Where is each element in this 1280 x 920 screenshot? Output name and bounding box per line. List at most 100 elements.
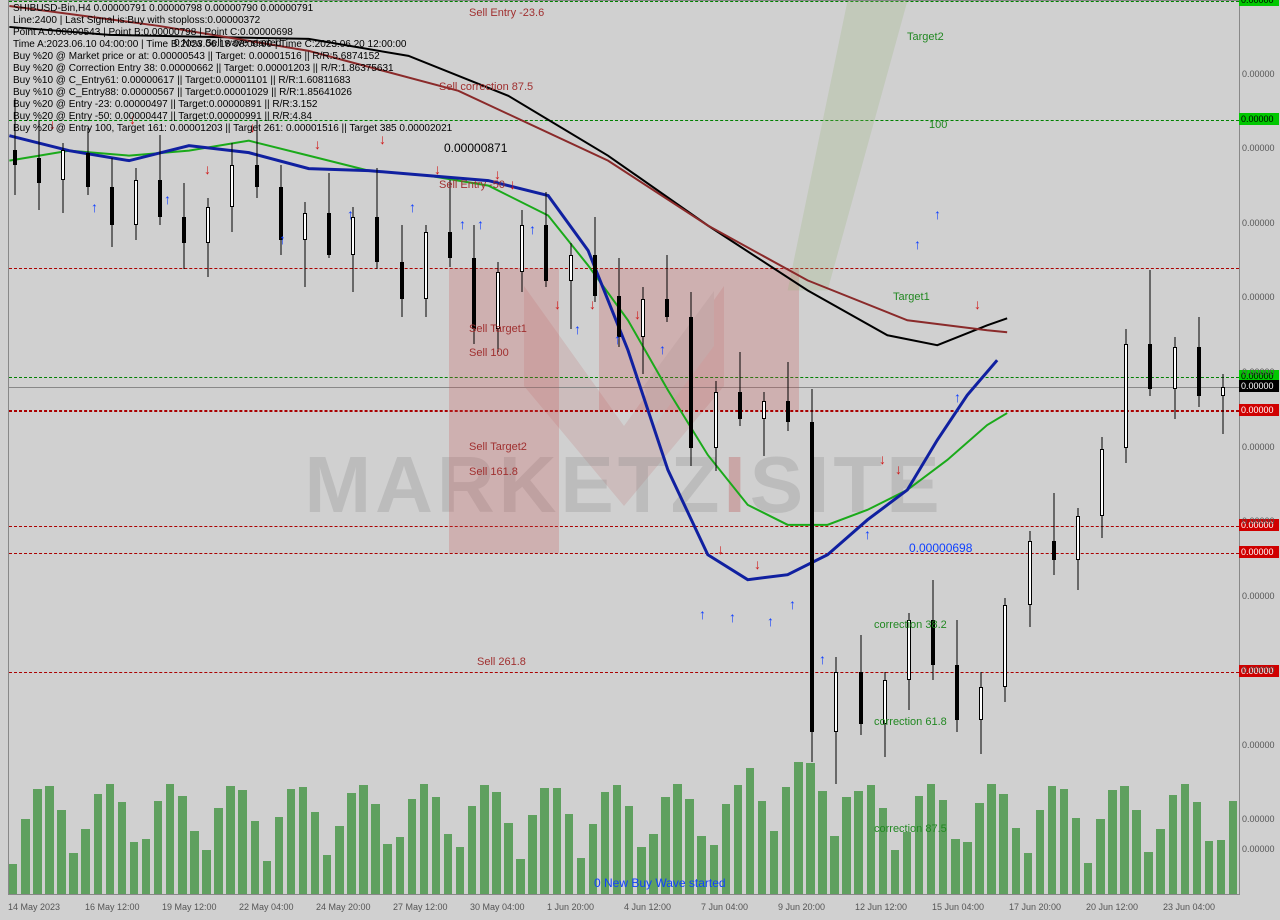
volume-bar — [553, 788, 561, 895]
arrow-up-icon: ↑ — [934, 206, 941, 222]
volume-bar — [311, 812, 319, 894]
volume-bar — [951, 839, 959, 894]
volume-bar — [830, 836, 838, 894]
volume-bar — [238, 790, 246, 894]
volume-bar — [1205, 841, 1213, 894]
chart-label: Sell 100 — [469, 347, 509, 359]
volume-bar — [69, 853, 77, 894]
volume-bar — [734, 785, 742, 894]
arrow-down-icon: ↓ — [895, 461, 902, 477]
volume-bar — [1156, 829, 1164, 894]
time-tick: 12 Jun 12:00 — [855, 902, 907, 912]
info-line: Buy %20 @ Correction Entry 38: 0.0000066… — [13, 63, 394, 74]
hline — [9, 526, 1239, 527]
volume-bar — [758, 801, 766, 894]
time-tick: 20 Jun 12:00 — [1086, 902, 1138, 912]
info-line: Line:2400 | Last Signal is:Buy with stop… — [13, 15, 260, 26]
price-tick: 0.00000 — [1242, 442, 1275, 452]
time-tick: 17 Jun 20:00 — [1009, 902, 1061, 912]
volume-bar — [1229, 801, 1237, 894]
volume-bar — [999, 794, 1007, 894]
chart-label: Sell 261.8 — [477, 656, 526, 668]
volume-bar — [891, 850, 899, 895]
price-tick: 0.00000 — [1242, 665, 1275, 675]
volume-bar — [154, 801, 162, 894]
price-tick: 0.00000 — [1242, 292, 1275, 302]
wave-label-sell: 0 New Sell wave started — [174, 38, 281, 49]
arrow-up-icon: ↑ — [729, 609, 736, 625]
price-tick: 0.00000 — [1242, 218, 1275, 228]
chart-label: Sell Target1 — [469, 323, 527, 335]
time-tick: 9 Jun 20:00 — [778, 902, 825, 912]
time-tick: 1 Jun 20:00 — [547, 902, 594, 912]
chart-label: correction 38.2 — [874, 619, 947, 631]
price-tick: 0.00000 — [1242, 591, 1275, 601]
hline — [9, 1, 1239, 2]
volume-bar — [879, 808, 887, 894]
volume-bar — [251, 821, 259, 894]
price-tick: 0.00000 — [1242, 844, 1275, 854]
arrow-down-icon: ↓ — [204, 161, 211, 177]
volume-bar — [263, 861, 271, 894]
volume-panel — [9, 764, 1239, 894]
chart-label: Sell Entry -23.6 — [469, 7, 544, 19]
volume-bar — [975, 803, 983, 894]
volume-bar — [142, 839, 150, 894]
time-tick: 22 May 04:00 — [239, 902, 294, 912]
arrow-down-icon: ↓ — [974, 296, 981, 312]
volume-bar — [21, 819, 29, 894]
chart-area[interactable]: MARKETZISITE 0.000000.000000.000000.0000… — [8, 0, 1240, 895]
info-line: Buy %20 @ Market price or at: 0.00000543… — [13, 51, 380, 62]
volume-bar — [1120, 786, 1128, 894]
arrow-down-icon: ↓ — [879, 451, 886, 467]
volume-bar — [794, 762, 802, 894]
arrow-up-icon: ↑ — [819, 651, 826, 667]
time-tick: 19 May 12:00 — [162, 902, 217, 912]
volume-bar — [987, 784, 995, 894]
buy-projection-zone — [9, 1, 1239, 894]
time-axis: 14 May 202316 May 12:0019 May 12:0022 Ma… — [8, 895, 1240, 920]
time-tick: 15 Jun 04:00 — [932, 902, 984, 912]
volume-bar — [577, 858, 585, 894]
volume-bar — [867, 785, 875, 894]
chart-label: correction 87.5 — [874, 823, 947, 835]
info-line: Buy %10 @ C_Entry88: 0.00000567 || Targe… — [13, 87, 352, 98]
volume-bar — [939, 800, 947, 894]
price-tick: 0.00000 — [1242, 69, 1275, 79]
volume-bar — [45, 786, 53, 894]
arrow-up-icon: ↑ — [529, 221, 536, 237]
time-tick: 16 May 12:00 — [85, 902, 140, 912]
arrow-up-icon: ↑ — [409, 199, 416, 215]
arrow-up-icon: ↑ — [459, 216, 466, 232]
wave-label-buy: 0 New Buy Wave started — [594, 876, 726, 890]
volume-bar — [1072, 818, 1080, 894]
volume-bar — [842, 797, 850, 894]
price-tick: 0.00000 — [1242, 367, 1275, 377]
watermark-text: MARKETZISITE — [304, 438, 943, 530]
arrow-up-icon: ↑ — [574, 321, 581, 337]
chart-label: 0.00000698 — [909, 541, 972, 555]
volume-bar — [806, 763, 814, 894]
buy-zone — [788, 1, 908, 290]
volume-bar — [1060, 789, 1068, 894]
time-tick: 7 Jun 04:00 — [701, 902, 748, 912]
ma-black-line — [9, 1, 1239, 894]
arrow-up-icon: ↑ — [699, 606, 706, 622]
volume-bar — [504, 823, 512, 894]
arrow-up-icon: ↑ — [279, 231, 286, 247]
volume-bar — [1048, 786, 1056, 894]
sell-zone — [599, 268, 799, 410]
volume-bar — [468, 806, 476, 894]
arrow-up-icon: ↑ — [614, 331, 621, 347]
arrow-down-icon: ↓ — [717, 541, 724, 557]
arrow-up-icon: ↑ — [164, 191, 171, 207]
volume-bar — [106, 784, 114, 894]
sell-zone — [449, 268, 559, 553]
volume-bar — [396, 837, 404, 894]
volume-bar — [1132, 810, 1140, 894]
price-axis: 0.00000 0.00000 0.00000 0.00000 0.00000 0.000… — [1240, 0, 1280, 895]
volume-bar — [1036, 810, 1044, 894]
volume-bar — [347, 793, 355, 894]
arrow-up-icon: ↑ — [659, 341, 666, 357]
price-tick: 0.00000 — [1242, 814, 1275, 824]
